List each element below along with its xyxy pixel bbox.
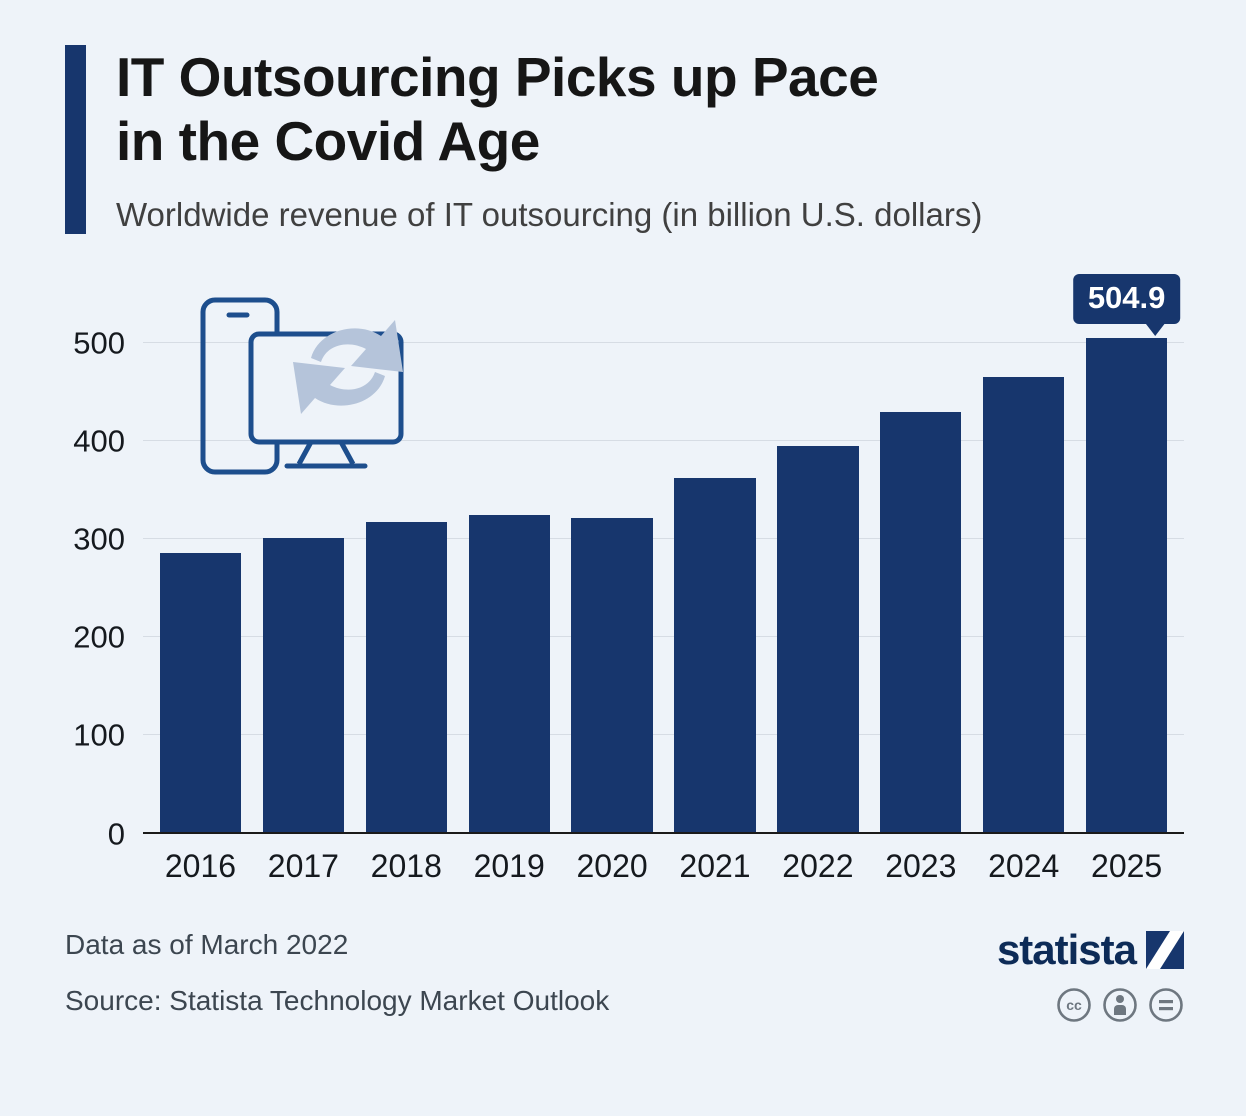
x-axis-tick-label: 2017 — [267, 847, 339, 884]
bar-2023 — [880, 412, 962, 834]
devices-sync-icon — [200, 297, 404, 475]
gridline — [143, 636, 1184, 638]
license-icons: cc — [1056, 987, 1184, 1023]
bar-slot-2024 — [972, 284, 1075, 834]
footer-notes: Data as of March 2022 Source: Statista T… — [65, 929, 609, 1017]
x-axis-tick-label: 2023 — [885, 847, 957, 884]
bar-2018 — [365, 522, 447, 834]
x-axis-tick-label: 2021 — [679, 847, 751, 884]
statista-logo-mark — [1146, 930, 1184, 969]
bar-2016 — [159, 552, 242, 834]
title-accent-bar — [65, 45, 86, 234]
x-axis-tick-label: 2018 — [370, 847, 442, 884]
bar-2024 — [983, 377, 1065, 834]
header: IT Outsourcing Picks up Pace in the Covid… — [65, 45, 1184, 234]
y-axis-tick-label: 500 — [73, 325, 125, 361]
chart-title: IT Outsourcing Picks up Pace in the Covid… — [116, 45, 1184, 174]
bar-2019 — [468, 515, 550, 834]
x-axis-tick-label: 2019 — [473, 847, 545, 884]
bar-slot-2021 — [664, 284, 767, 834]
svg-text:cc: cc — [1066, 997, 1082, 1013]
data-note: Data as of March 2022 — [65, 928, 349, 960]
bar-slot-2020 — [561, 284, 664, 834]
value-callout: 504.9 — [1072, 273, 1181, 336]
chart-title-line1: IT Outsourcing Picks up Pace — [116, 46, 879, 108]
statista-wordmark: statista — [996, 925, 1137, 973]
bar-2021 — [674, 478, 756, 834]
x-axis-tick-label: 2025 — [1091, 847, 1163, 884]
gridline — [143, 341, 1184, 343]
bar-2022 — [777, 445, 859, 834]
bar-slot-2017 — [252, 284, 355, 834]
x-axis-baseline — [143, 831, 1184, 834]
gridline — [143, 538, 1184, 540]
plot-area: 504.9 0 100 200 300 400 500 — [73, 273, 1184, 849]
attribution-icon[interactable] — [1102, 987, 1138, 1023]
bars-row: 504.9 — [143, 273, 1184, 834]
y-axis-tick-label: 200 — [73, 619, 125, 655]
bar-2017 — [262, 538, 344, 834]
bar-2025 — [1085, 337, 1168, 834]
y-axis-tick-label: 0 — [107, 816, 125, 852]
bar-slot-2025: 504.9 — [1072, 273, 1181, 834]
chart-subtitle: Worldwide revenue of IT outsourcing (in … — [116, 195, 983, 233]
bar-slot-2022 — [766, 284, 869, 834]
footer-brand-block: statista cc — [996, 925, 1184, 1023]
bar-chart: 504.9 0 100 200 300 400 500 2016 2017 2018 2019 2… — [65, 273, 1184, 885]
bar-slot-2016 — [149, 284, 252, 834]
y-axis-tick-label: 300 — [73, 521, 125, 557]
x-axis-labels: 2016 2017 2018 2019 2020 2021 2022 2023 2024 2025 — [143, 848, 1184, 885]
statista-logo[interactable]: statista — [996, 925, 1184, 973]
gridline — [143, 734, 1184, 736]
chart-title-line2: in the Covid Age — [116, 110, 540, 173]
gridline — [143, 439, 1184, 441]
y-axis-tick-label: 400 — [73, 423, 125, 459]
source-note: Source: Statista Technology Market Outlo… — [65, 984, 610, 1016]
bar-slot-2018 — [355, 284, 458, 834]
y-axis-tick-label: 100 — [73, 717, 125, 753]
title-block: IT Outsourcing Picks up Pace in the Covid… — [116, 45, 1184, 234]
bar-slot-2023 — [869, 284, 972, 834]
x-axis-tick-label: 2024 — [988, 847, 1060, 884]
no-derivatives-icon[interactable] — [1148, 987, 1184, 1023]
x-axis-tick-label: 2020 — [576, 847, 648, 884]
cc-license-icon[interactable]: cc — [1056, 987, 1092, 1023]
bar-2020 — [571, 518, 653, 834]
footer: Data as of March 2022 Source: Statista T… — [65, 925, 1184, 1023]
x-axis-tick-label: 2022 — [782, 847, 854, 884]
bar-slot-2019 — [458, 284, 561, 834]
x-axis-tick-label: 2016 — [164, 847, 237, 884]
